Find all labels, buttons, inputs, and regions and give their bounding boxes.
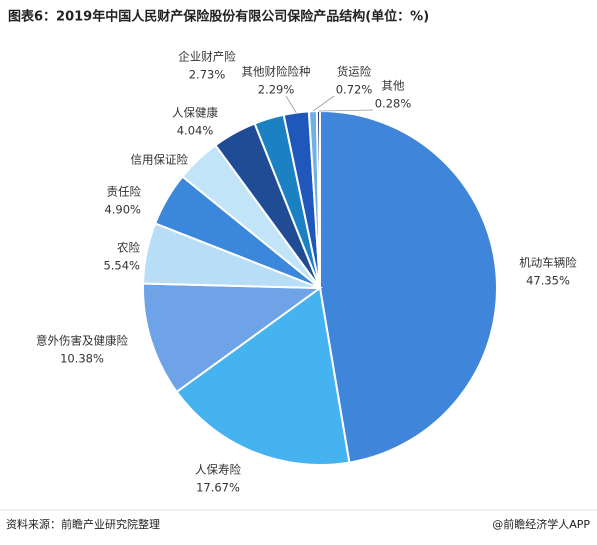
value-label: 0.72%: [336, 83, 373, 97]
pie-slice: [142, 282, 323, 394]
credit: @前瞻经济学人APP: [492, 517, 590, 531]
slice-label: 货运险: [337, 65, 372, 79]
slice-label: 其他财险险种: [242, 65, 311, 79]
value-label: 47.35%: [526, 274, 570, 288]
leader-line: [318, 109, 374, 112]
value-label: 10.38%: [60, 352, 104, 366]
slice-label: 其他: [382, 79, 405, 93]
chart-title: 图表6：2019年中国人民财产保险股份有限公司保险产品结构(单位：%): [8, 9, 429, 25]
slice-label: 农险: [117, 241, 140, 255]
slice-label: 人保健康: [172, 106, 218, 120]
slice-label: 意外伤害及健康险: [36, 334, 128, 348]
slice-label: 责任险: [107, 185, 142, 199]
slice-label: 企业财产险: [178, 50, 236, 64]
slice-label: 信用保证险: [131, 153, 189, 167]
value-label: 2.73%: [189, 68, 226, 82]
value-label: 4.90%: [104, 203, 141, 217]
value-label: 0.28%: [375, 97, 412, 111]
value-label: 5.54%: [103, 259, 140, 273]
value-label: 17.67%: [196, 481, 240, 495]
value-label: 2.29%: [258, 83, 295, 97]
leader-line: [285, 95, 297, 113]
pie-slice: [175, 286, 351, 466]
slice-label: 机动车辆险: [519, 256, 577, 270]
value-label: 4.04%: [177, 124, 214, 138]
leader-line: [312, 95, 335, 112]
pie-slice: [319, 109, 498, 464]
source: 资料来源：前瞻产业研究院整理: [6, 517, 160, 531]
slice-label: 人保寿险: [195, 463, 241, 477]
